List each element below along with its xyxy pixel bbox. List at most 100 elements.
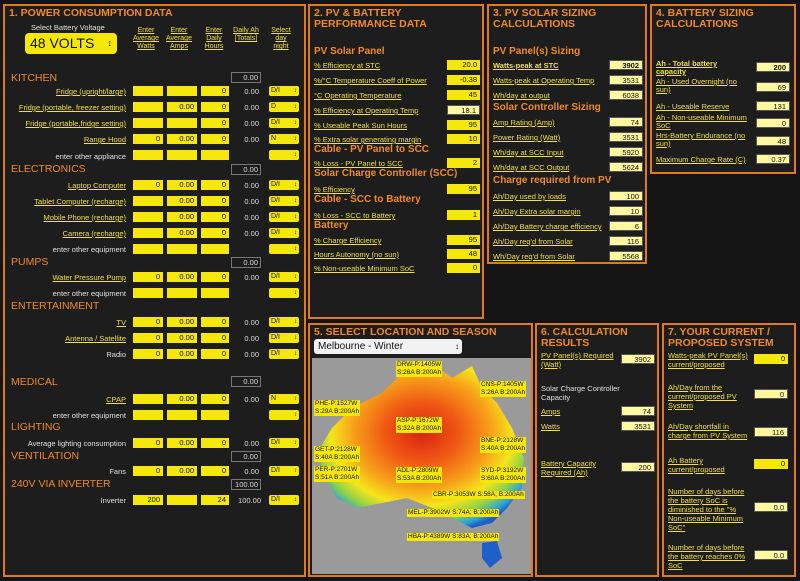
daynight-select[interactable]: ↕ [269,288,299,298]
other-appliance-input[interactable]: enter other appliance [55,152,126,161]
row-label[interactable]: Water Pressure Pump [52,273,127,282]
hours-input[interactable] [201,150,229,160]
daynight-select[interactable]: D/I ↕ [269,333,299,343]
map-label-adl[interactable]: ADL-P:2809W S:53A B:200Ah [396,467,443,483]
watts-input[interactable] [133,196,163,206]
amps-input[interactable] [167,150,197,160]
row-label[interactable]: Mobile Phone (recharge) [43,213,126,222]
hours-input[interactable]: 0 [201,466,229,476]
hours-input[interactable] [201,410,229,420]
hours-input[interactable]: 0 [201,228,229,238]
amps-input[interactable]: 0.00 [167,134,197,144]
row-label[interactable]: CPAP [106,395,126,404]
row-label[interactable]: Tablet Computer (recharge) [34,197,126,206]
row-label[interactable]: Camera (recharge) [62,229,126,238]
system-label[interactable]: Watts-peak PV Panel(s) current/proposed [668,351,748,369]
daynight-select[interactable]: D/I ↕ [269,272,299,282]
amps-input[interactable] [167,244,197,254]
hours-input[interactable]: 0 [201,349,229,359]
daynight-select[interactable]: D/I ↕ [269,495,299,505]
pv-label[interactable]: °C Operating Temperature [314,91,402,100]
amps-input[interactable] [167,86,197,96]
watts-input[interactable] [133,410,163,420]
amps-input[interactable] [167,495,197,505]
hours-input[interactable] [201,288,229,298]
row-label[interactable]: Laptop Computer [68,181,126,190]
pv-label[interactable]: % Extra solar generating margin [314,135,422,144]
map-label-phe[interactable]: PHE-P:1527W S:29A B:200Ah [314,400,361,416]
scc-label[interactable]: % Efficiency [314,185,355,194]
daynight-select[interactable]: D/I ↕ [269,212,299,222]
daynight-select[interactable]: D ↕ [269,102,299,112]
amps-input[interactable] [167,288,197,298]
amps-input[interactable]: 0.00 [167,212,197,222]
daynight-select[interactable]: N ↕ [269,134,299,144]
pv-input[interactable]: -0.38 [447,75,480,85]
cable1-label[interactable]: % Loss - PV Panel to SCC [314,159,403,168]
watts-input[interactable] [133,118,163,128]
watts-input[interactable]: 0 [133,134,163,144]
daynight-select[interactable]: N ↕ [269,394,299,404]
amps-input[interactable] [167,118,197,128]
pv-label[interactable]: % Efficiency at STC [314,61,381,70]
amps-input[interactable]: 0.00 [167,317,197,327]
daynight-select[interactable]: D/I ↕ [269,438,299,448]
map-label-get[interactable]: GET-P:2128W S:40A B:200Ah [314,446,361,462]
row-label[interactable]: Antenna / Satellite [65,334,126,343]
daynight-select[interactable]: D/I ↕ [269,349,299,359]
watts-input[interactable]: 0 [133,317,163,327]
row-label[interactable]: Fans [109,467,126,476]
amps-input[interactable]: 0.00 [167,333,197,343]
watts-input[interactable]: 200 [133,495,163,505]
voltage-select[interactable]: 48 VOLTS ↕ [25,33,117,54]
amps-input[interactable]: 0.00 [167,180,197,190]
amps-input[interactable]: 0.00 [167,272,197,282]
watts-input[interactable] [133,150,163,160]
hours-input[interactable]: 0 [201,118,229,128]
battery-input[interactable]: 0 [447,263,480,273]
pv-label[interactable]: % Useable Peak Sun Hours [314,121,407,130]
watts-input[interactable] [133,288,163,298]
watts-input[interactable]: 0 [133,349,163,359]
pv-input[interactable]: 95 [447,120,480,130]
amps-input[interactable]: 0.00 [167,196,197,206]
watts-input[interactable]: 0 [133,466,163,476]
pv-input[interactable]: 45 [447,90,480,100]
watts-input[interactable]: 0 [133,180,163,190]
other-equipment-input[interactable]: enter other equipment [52,245,126,254]
pv-label[interactable]: %/°C Temperature Coeff of Power [314,76,427,85]
amps-input[interactable] [167,410,197,420]
hours-input[interactable]: 0 [201,102,229,112]
other-equipment-input[interactable]: enter other equipment [52,411,126,420]
row-label[interactable]: Inverter [100,496,126,505]
map-label-bne[interactable]: BNE-P:2128W S:40A B:200Ah [480,437,527,453]
daynight-select[interactable]: D/I ↕ [269,180,299,190]
hours-input[interactable]: 0 [201,196,229,206]
system-pv-input[interactable]: 0 [754,354,788,364]
watts-input[interactable]: 0 [133,333,163,343]
pv-input[interactable]: 10 [447,134,480,144]
daynight-select[interactable]: ↕ [269,150,299,160]
map-label-per[interactable]: PER-P:2701W S:51A B:200Ah [314,466,361,482]
hours-input[interactable]: 0 [201,212,229,222]
daynight-select[interactable]: D/I ↕ [269,196,299,206]
cable1-input[interactable]: 2 [447,158,480,168]
row-label[interactable]: Range Hood [83,135,126,144]
watts-input[interactable]: 0 [133,438,163,448]
daynight-select[interactable]: D/I ↕ [269,118,299,128]
daynight-select[interactable]: ↕ [269,410,299,420]
watts-input[interactable] [133,228,163,238]
hours-input[interactable]: 0 [201,134,229,144]
map-label-cbr[interactable]: CBR-P:3053W S:58A; B:200Ah [432,491,525,499]
cable2-input[interactable]: 1 [447,210,480,220]
hours-input[interactable] [201,244,229,254]
battery-label[interactable]: Hours Autonomy (no sun) [314,250,400,259]
map-label-drw[interactable]: DRW-P:1405W S:26A B:200Ah [396,361,443,377]
row-label[interactable]: Fridge (portable, freezer setting) [18,103,126,112]
hours-input[interactable]: 0 [201,438,229,448]
hours-input[interactable]: 0 [201,180,229,190]
amps-input[interactable]: 0.00 [167,394,197,404]
hours-input[interactable]: 0 [201,272,229,282]
map-label-hba[interactable]: HBA-P:4389W S:83A; B:200Ah [407,533,500,541]
daynight-select[interactable]: D/I ↕ [269,86,299,96]
